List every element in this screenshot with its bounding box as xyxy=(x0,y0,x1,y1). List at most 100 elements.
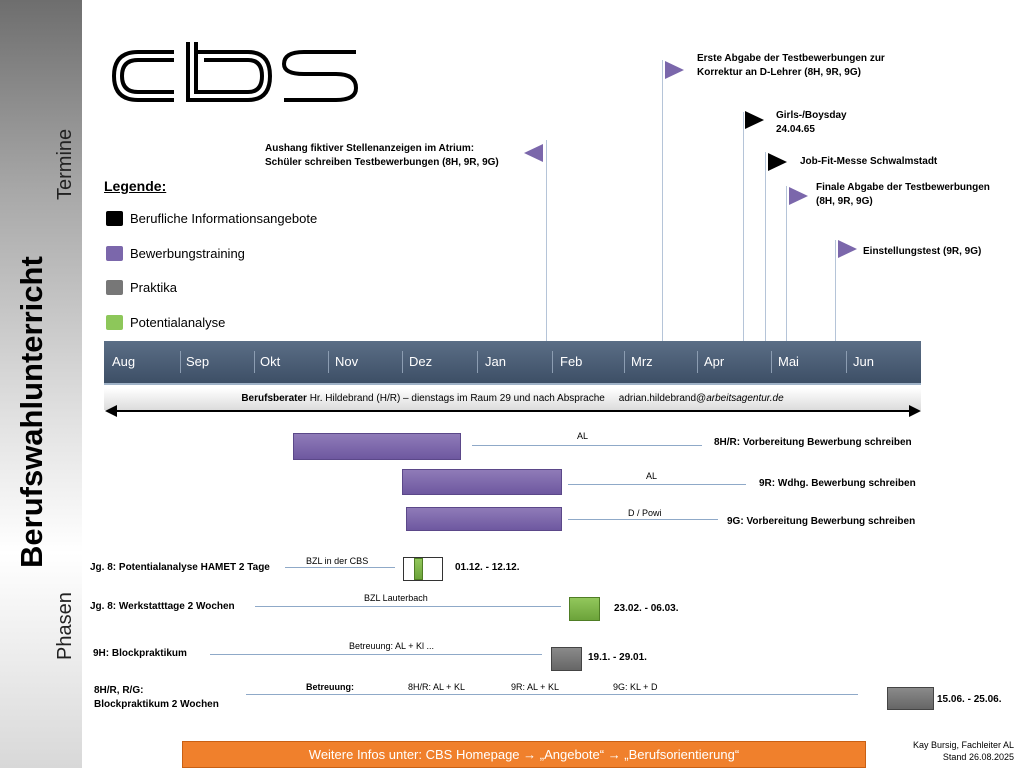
phase-line xyxy=(285,567,395,568)
termine-vertical-label: Termine xyxy=(54,128,76,200)
month-divider xyxy=(624,351,625,373)
main-vertical-title: Berufswahlunterricht xyxy=(14,256,49,568)
purple-flag-icon xyxy=(665,61,684,79)
phase-label-8hr: 8H/R: Vorbereitung Bewerbung schreiben xyxy=(714,437,912,448)
purple-swatch-icon xyxy=(106,246,123,261)
phase-label-block8: 8H/R, R/G: Blockpraktikum 2 Wochen xyxy=(94,685,219,710)
callout-line xyxy=(786,186,787,341)
phase-label-9g: 9G: Vorbereitung Bewerbung schreiben xyxy=(727,516,916,527)
legend-label: Potentialanalyse xyxy=(130,315,226,330)
callout-aushang: Aushang fiktiver Stellenanzeigen im Atri… xyxy=(265,143,499,168)
phase-betreuung-label: Betreuung: xyxy=(306,682,354,692)
phase-line xyxy=(255,606,561,607)
callout-job-fit: Job-Fit-Messe Schwalmstadt xyxy=(800,156,938,167)
phase-bar-8hr-bewerbung xyxy=(293,433,461,460)
phase-bar-hamet xyxy=(414,558,423,580)
phase-betreuung-9r: 9R: AL + KL xyxy=(511,682,559,692)
phase-betreuung-8hr: 8H/R: AL + KL xyxy=(408,682,465,692)
side-strip xyxy=(0,0,82,768)
black-flag-icon xyxy=(768,153,787,171)
black-flag-icon xyxy=(745,111,764,129)
credit: Kay Bursig, Fachleiter AL Stand 26.08.202… xyxy=(912,740,1014,762)
month-label: Mai xyxy=(778,354,799,369)
month-divider xyxy=(180,351,181,373)
legend-label: Berufliche Informationsangebote xyxy=(130,211,318,226)
phase-line xyxy=(568,484,746,485)
phase-bar-block9h xyxy=(551,647,582,671)
green-swatch-icon xyxy=(106,315,123,330)
phase-line xyxy=(246,694,858,695)
callout-line xyxy=(546,140,547,341)
month-label: Mrz xyxy=(631,354,653,369)
purple-flag-icon xyxy=(789,187,808,205)
legend-item-praktika: Praktika xyxy=(106,280,177,295)
legend-item-potential: Potentialanalyse xyxy=(106,315,225,330)
arrow-left-icon xyxy=(105,405,117,417)
purple-flag-left-icon xyxy=(524,144,543,162)
month-divider xyxy=(771,351,772,373)
month-label: Nov xyxy=(335,354,359,369)
month-timeline: Aug Sep Okt Nov Dez Jan Feb Mrz Apr Mai … xyxy=(104,341,921,385)
month-divider xyxy=(402,351,403,373)
month-label: Jun xyxy=(853,354,874,369)
legend-item-info: Berufliche Informationsangebote xyxy=(106,211,317,226)
double-arrow-line xyxy=(110,410,916,412)
callout-girls-boysday: Girls-/Boysday 24.04.65 xyxy=(776,110,847,135)
month-label: Aug xyxy=(112,354,136,369)
phase-dates-block8: 15.06. - 25.06. xyxy=(937,694,1002,705)
cbs-logo xyxy=(108,40,362,117)
phase-line-label: D / Powi xyxy=(628,508,662,518)
purple-flag-icon xyxy=(838,240,857,258)
phase-label-werkstatt: Jg. 8: Werkstatttage 2 Wochen xyxy=(90,601,235,612)
phase-line-label: BZL Lauterbach xyxy=(364,593,428,603)
berufsberater-bar: Berufsberater Hr. Hildebrand (H/R) – die… xyxy=(104,388,921,410)
month-divider xyxy=(552,351,553,373)
phase-line-label: AL xyxy=(646,471,658,481)
phase-line xyxy=(210,654,542,655)
month-label: Okt xyxy=(260,354,281,369)
phase-dates-werkstatt: 23.02. - 06.03. xyxy=(614,603,679,614)
month-label: Jan xyxy=(485,354,506,369)
phase-betreuung-9g: 9G: KL + D xyxy=(613,682,658,692)
legend-item-bewerbung: Bewerbungstraining xyxy=(106,246,245,261)
phase-bar-werkstatt xyxy=(569,597,600,621)
month-divider xyxy=(697,351,698,373)
phase-bar-9r-bewerbung xyxy=(402,469,562,495)
phase-dates-block9h: 19.1. - 29.01. xyxy=(588,652,647,663)
phase-label-hamet: Jg. 8: Potentialanalyse HAMET 2 Tage xyxy=(90,562,270,573)
phase-label-9r: 9R: Wdhg. Bewerbung schreiben xyxy=(759,478,916,489)
month-divider xyxy=(328,351,329,373)
phase-line-label: AL xyxy=(577,431,589,441)
month-label: Feb xyxy=(560,354,583,369)
hamet-box xyxy=(403,557,443,581)
month-label: Sep xyxy=(186,354,210,369)
month-label: Dez xyxy=(409,354,433,369)
callout-line xyxy=(765,152,766,341)
black-swatch-icon xyxy=(106,211,123,226)
arrow-right-icon xyxy=(909,405,921,417)
phase-line-label: Betreuung: AL + Kl ... xyxy=(349,641,434,651)
month-label: Apr xyxy=(704,354,725,369)
phase-label-block9h: 9H: Blockpraktikum xyxy=(93,648,187,659)
phasen-vertical-label: Phasen xyxy=(54,592,76,660)
phase-line-label: BZL in der CBS xyxy=(306,556,369,566)
phase-line xyxy=(472,445,702,446)
legend-label: Bewerbungstraining xyxy=(130,246,245,261)
callout-erste-abgabe: Erste Abgabe der Testbewerbungen zur Korr… xyxy=(697,53,885,78)
email-link[interactable]: adrian.hildebrand@arbeitsagentur.de xyxy=(618,393,784,404)
legend-title: Legende: xyxy=(104,178,167,194)
phase-dates-hamet: 01.12. - 12.12. xyxy=(455,562,520,573)
gray-swatch-icon xyxy=(106,280,123,295)
legend-label: Praktika xyxy=(130,280,177,295)
month-divider xyxy=(477,351,478,373)
phase-line xyxy=(568,519,718,520)
callout-line xyxy=(743,112,744,341)
phase-bar-9g-bewerbung xyxy=(406,507,562,531)
footer-info-banner[interactable]: Weitere Infos unter: CBS Homepage → „Ang… xyxy=(182,741,866,768)
month-divider xyxy=(846,351,847,373)
callout-line xyxy=(662,60,663,341)
callout-einstellungstest: Einstellungstest (9R, 9G) xyxy=(863,246,982,257)
callout-line xyxy=(835,240,836,341)
callout-finale-abgabe: Finale Abgabe der Testbewerbungen (8H, 9R… xyxy=(816,182,990,207)
month-divider xyxy=(254,351,255,373)
